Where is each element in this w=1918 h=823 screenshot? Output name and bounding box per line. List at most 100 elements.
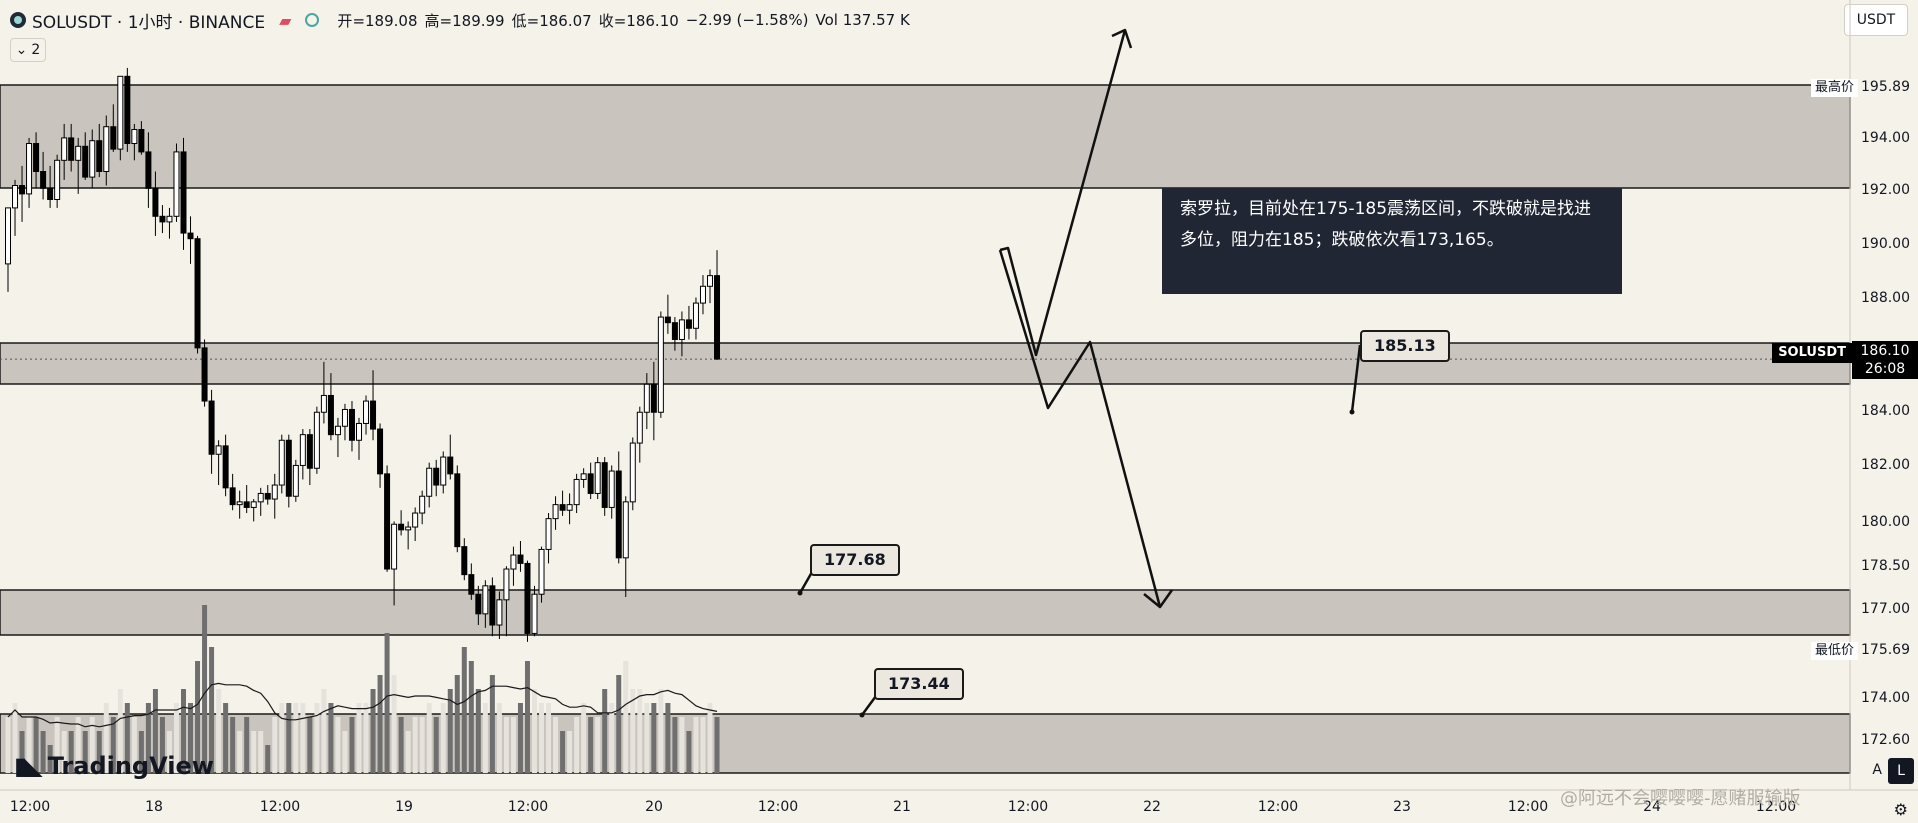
bearish-candle [517, 554, 524, 564]
time-axis-label: 21 [893, 799, 911, 815]
callout-173-pointer [860, 695, 878, 716]
volume-bar [630, 689, 636, 773]
callout-177-anchor [797, 590, 803, 596]
tradingview-logo: ▮◣ TradingView [14, 752, 214, 780]
bullish-arrowhead [1111, 28, 1133, 49]
currency-label: USDT [1856, 12, 1896, 28]
callout-185-anchor [1349, 409, 1355, 415]
volume-bar [426, 703, 432, 773]
bullish-candle [292, 464, 299, 497]
volume-bar [188, 703, 194, 773]
symbol-title[interactable]: SOLUSDT · 1小时 · BINANCE [32, 12, 266, 33]
volume-bar [244, 717, 250, 773]
eye-icon[interactable] [305, 13, 320, 27]
bearish-candle [201, 347, 208, 402]
bullish-candle [531, 593, 538, 634]
bearish-candle [110, 126, 117, 150]
bearish-candle [243, 501, 250, 508]
bullish-candle [538, 548, 545, 595]
volume-bar [524, 661, 530, 773]
bullish-candle [510, 554, 517, 570]
settings-icon[interactable]: ⚙ [1893, 800, 1908, 819]
bearish-candle [468, 574, 475, 595]
bullish-candle [215, 445, 222, 455]
bearish-scenario-arrow [998, 249, 1162, 608]
volume-bar [609, 703, 615, 773]
bearish-candle [208, 400, 215, 455]
volume-bar [623, 661, 629, 773]
range-zone [0, 589, 1851, 636]
volume-bar [454, 675, 460, 773]
time-axis-label: 12:00 [1257, 799, 1299, 815]
volume-bar [342, 731, 348, 773]
callout-185[interactable]: 185.13 [1360, 330, 1450, 362]
volume-bar [440, 703, 446, 773]
bullish-candle [131, 129, 138, 145]
bearish-candle [615, 470, 622, 559]
volume-bar [321, 689, 327, 773]
volume-bar [588, 717, 594, 773]
bearish-candle [433, 467, 440, 486]
bullish-candle [89, 140, 96, 178]
bullish-candle [5, 207, 11, 265]
bearish-candle [664, 316, 671, 324]
volume-bar [665, 703, 671, 773]
volume-bar [33, 717, 39, 773]
bearish-candle [285, 439, 292, 497]
bearish-candle [348, 408, 355, 441]
callout-173-anchor [859, 712, 865, 718]
bullish-candle [320, 394, 327, 413]
volume-bar [370, 689, 376, 773]
bullish-candle [236, 501, 243, 506]
bearish-candle [187, 232, 194, 240]
bar-countdown: 26:08 [1864, 361, 1906, 377]
volume-bar [714, 717, 720, 773]
callout-185-pointer [1350, 344, 1362, 413]
chart-header: SOLUSDT · 1小时 · BINANCE ▰ 开=189.08 高=189… [0, 0, 1830, 40]
time-axis-label: 24 [1643, 799, 1661, 815]
symbol-logo-icon [10, 12, 26, 28]
bearish-candle [145, 151, 152, 189]
volume-bars [5, 605, 720, 773]
low-price-tag: 最低价 [1810, 642, 1858, 660]
bullish-candle [699, 285, 706, 304]
volume-bar [475, 689, 481, 773]
bullish-candle [426, 467, 433, 497]
bearish-candle [370, 400, 377, 430]
currency-button[interactable]: USDT [1844, 4, 1908, 36]
auto-scale-button[interactable]: A [1872, 762, 1882, 778]
volume-bar [265, 745, 271, 773]
bearish-candle [601, 462, 608, 508]
volume-bar [12, 703, 18, 773]
bearish-candle [229, 487, 236, 506]
bullish-candle [707, 275, 713, 287]
bullish-candle [580, 473, 587, 480]
volume-bar [581, 703, 587, 773]
analysis-note[interactable]: 索罗拉，目前处在175-185震荡区间，不跌破就是找进多位，阻力在185；跌破依… [1162, 188, 1622, 294]
bearish-candle [194, 238, 201, 349]
callout-177[interactable]: 177.68 [810, 544, 900, 576]
volume-bar [89, 717, 95, 773]
bearish-candle [685, 319, 692, 329]
callout-177-pointer [798, 571, 814, 594]
log-scale-button[interactable]: L [1888, 758, 1914, 784]
volume-bar [658, 689, 664, 773]
price-axis-label: 195.89 [1861, 79, 1910, 95]
watermark: @阿远不会嘤嘤嘤-愿赌服输版 [1560, 788, 1801, 809]
bullish-candle [678, 319, 685, 340]
volume-bar [230, 717, 236, 773]
volume-bar [82, 731, 88, 773]
bullish-candle [299, 434, 306, 466]
bullish-candle [341, 408, 348, 427]
volume-bar [202, 605, 208, 773]
volume-bar [595, 717, 601, 773]
volume-bar [173, 703, 179, 773]
volume-bar [644, 703, 650, 773]
callout-173[interactable]: 173.44 [874, 668, 964, 700]
volume-bar [482, 703, 488, 773]
flag-icon[interactable]: ▰ [279, 10, 292, 30]
bullish-candle [496, 599, 503, 626]
indicator-toggle-button[interactable]: ⌄ 2 [10, 38, 46, 62]
volume-bar [223, 703, 229, 773]
